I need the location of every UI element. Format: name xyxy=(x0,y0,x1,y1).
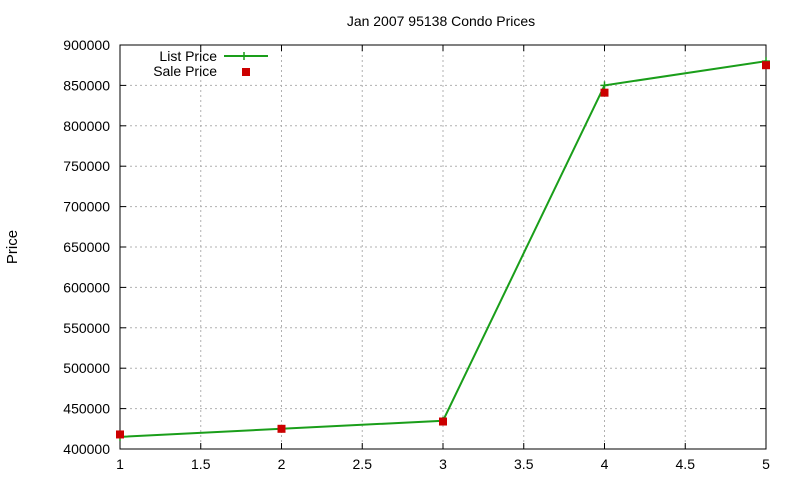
y-tick-label: 450000 xyxy=(63,401,110,417)
y-tick-label: 650000 xyxy=(63,239,110,255)
grid-lines xyxy=(120,45,766,449)
x-tick-label: 3.5 xyxy=(514,456,534,472)
list-price-point xyxy=(600,81,609,90)
legend-cross-list-price xyxy=(240,52,248,60)
legend-label-sale-price: Sale Price xyxy=(153,63,217,79)
y-tick-label: 500000 xyxy=(63,360,110,376)
legend-label-list-price: List Price xyxy=(159,48,217,64)
y-tick-label: 900000 xyxy=(63,37,110,53)
sale-price-point xyxy=(277,424,286,433)
axis-ticks: 1 1.5 2 2.5 3 3.5 4 4.5 5 400000 450000 500000 55000… xyxy=(63,37,770,472)
x-tick-label: 2 xyxy=(278,456,286,472)
y-tick-label: 850000 xyxy=(63,77,110,93)
series-layer xyxy=(116,57,770,441)
y-tick-label: 400000 xyxy=(63,441,110,457)
x-tick-label: 1.5 xyxy=(191,456,211,472)
y-axis-label: Price xyxy=(4,230,21,264)
y-tick-label: 700000 xyxy=(63,199,110,215)
x-tick-label: 2.5 xyxy=(353,456,373,472)
y-tick-label: 550000 xyxy=(63,320,110,336)
x-tick-label: 3 xyxy=(439,456,447,472)
legend-swatch-sale-price xyxy=(242,68,250,76)
sale-price-point xyxy=(600,88,609,97)
sale-price-point xyxy=(762,61,770,70)
y-tick-label: 750000 xyxy=(63,158,110,174)
x-tick-label: 1 xyxy=(116,456,124,472)
y-tick-label: 600000 xyxy=(63,279,110,295)
sale-price-point xyxy=(439,417,447,426)
x-tick-label: 4 xyxy=(601,456,609,472)
x-tick-label: 4.5 xyxy=(676,456,696,472)
y-tick-label: 800000 xyxy=(63,118,110,134)
x-tick-label: 5 xyxy=(762,456,770,472)
chart-title: Jan 2007 95138 Condo Prices xyxy=(347,13,535,29)
sale-price-point xyxy=(116,430,124,439)
legend: List Price Sale Price xyxy=(153,48,268,79)
